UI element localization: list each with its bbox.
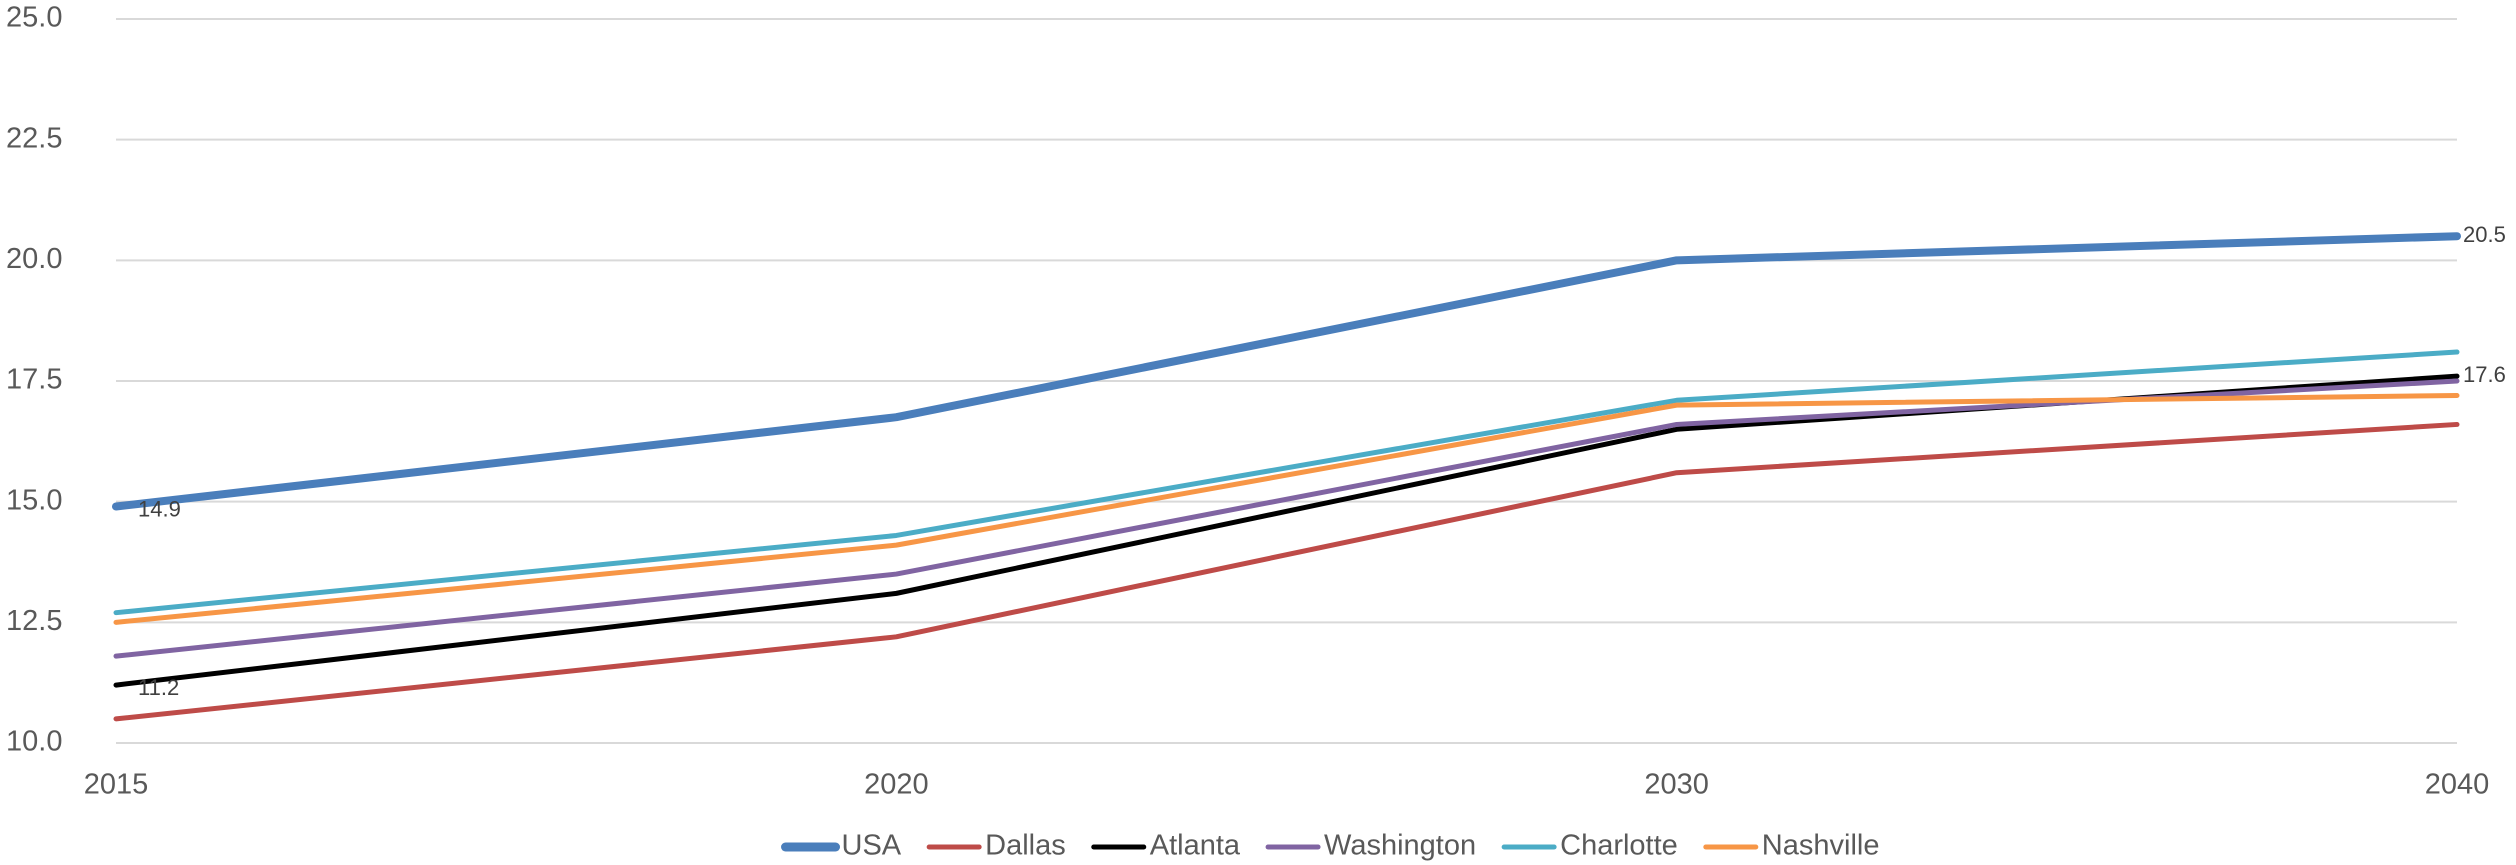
legend-label: Washington (1324, 830, 1476, 862)
y-tick-label: 22.5 (6, 122, 62, 154)
data-label: 14.9 (138, 496, 181, 521)
y-tick-label: 17.5 (6, 364, 62, 396)
data-label: 20.5 (2463, 222, 2506, 247)
series-line (113, 392, 2460, 625)
y-tick-label: 20.0 (6, 243, 62, 275)
x-tick-label: 2020 (864, 769, 929, 801)
legend-label: Charlotte (1560, 830, 1678, 862)
series-line (113, 373, 2460, 688)
y-tick-label: 10.0 (6, 726, 62, 758)
x-tick-label: 2030 (1644, 769, 1709, 801)
legend-label: Nashville (1762, 830, 1880, 862)
x-tick-label: 2040 (2425, 769, 2490, 801)
series-line (113, 421, 2460, 722)
y-tick-label: 15.0 (6, 484, 62, 516)
series-line (113, 378, 2460, 659)
y-tick-label: 25.0 (6, 2, 62, 34)
data-label: 17.6 (2463, 362, 2506, 387)
data-label: 11.2 (138, 675, 179, 700)
series-line (112, 232, 2461, 511)
legend-label: Dallas (985, 830, 1066, 862)
x-tick-label: 2015 (84, 769, 149, 801)
series-line (113, 349, 2460, 616)
y-tick-label: 12.5 (6, 605, 62, 637)
legend-label: USA (842, 830, 902, 862)
legend-label: Atlanta (1150, 830, 1241, 862)
